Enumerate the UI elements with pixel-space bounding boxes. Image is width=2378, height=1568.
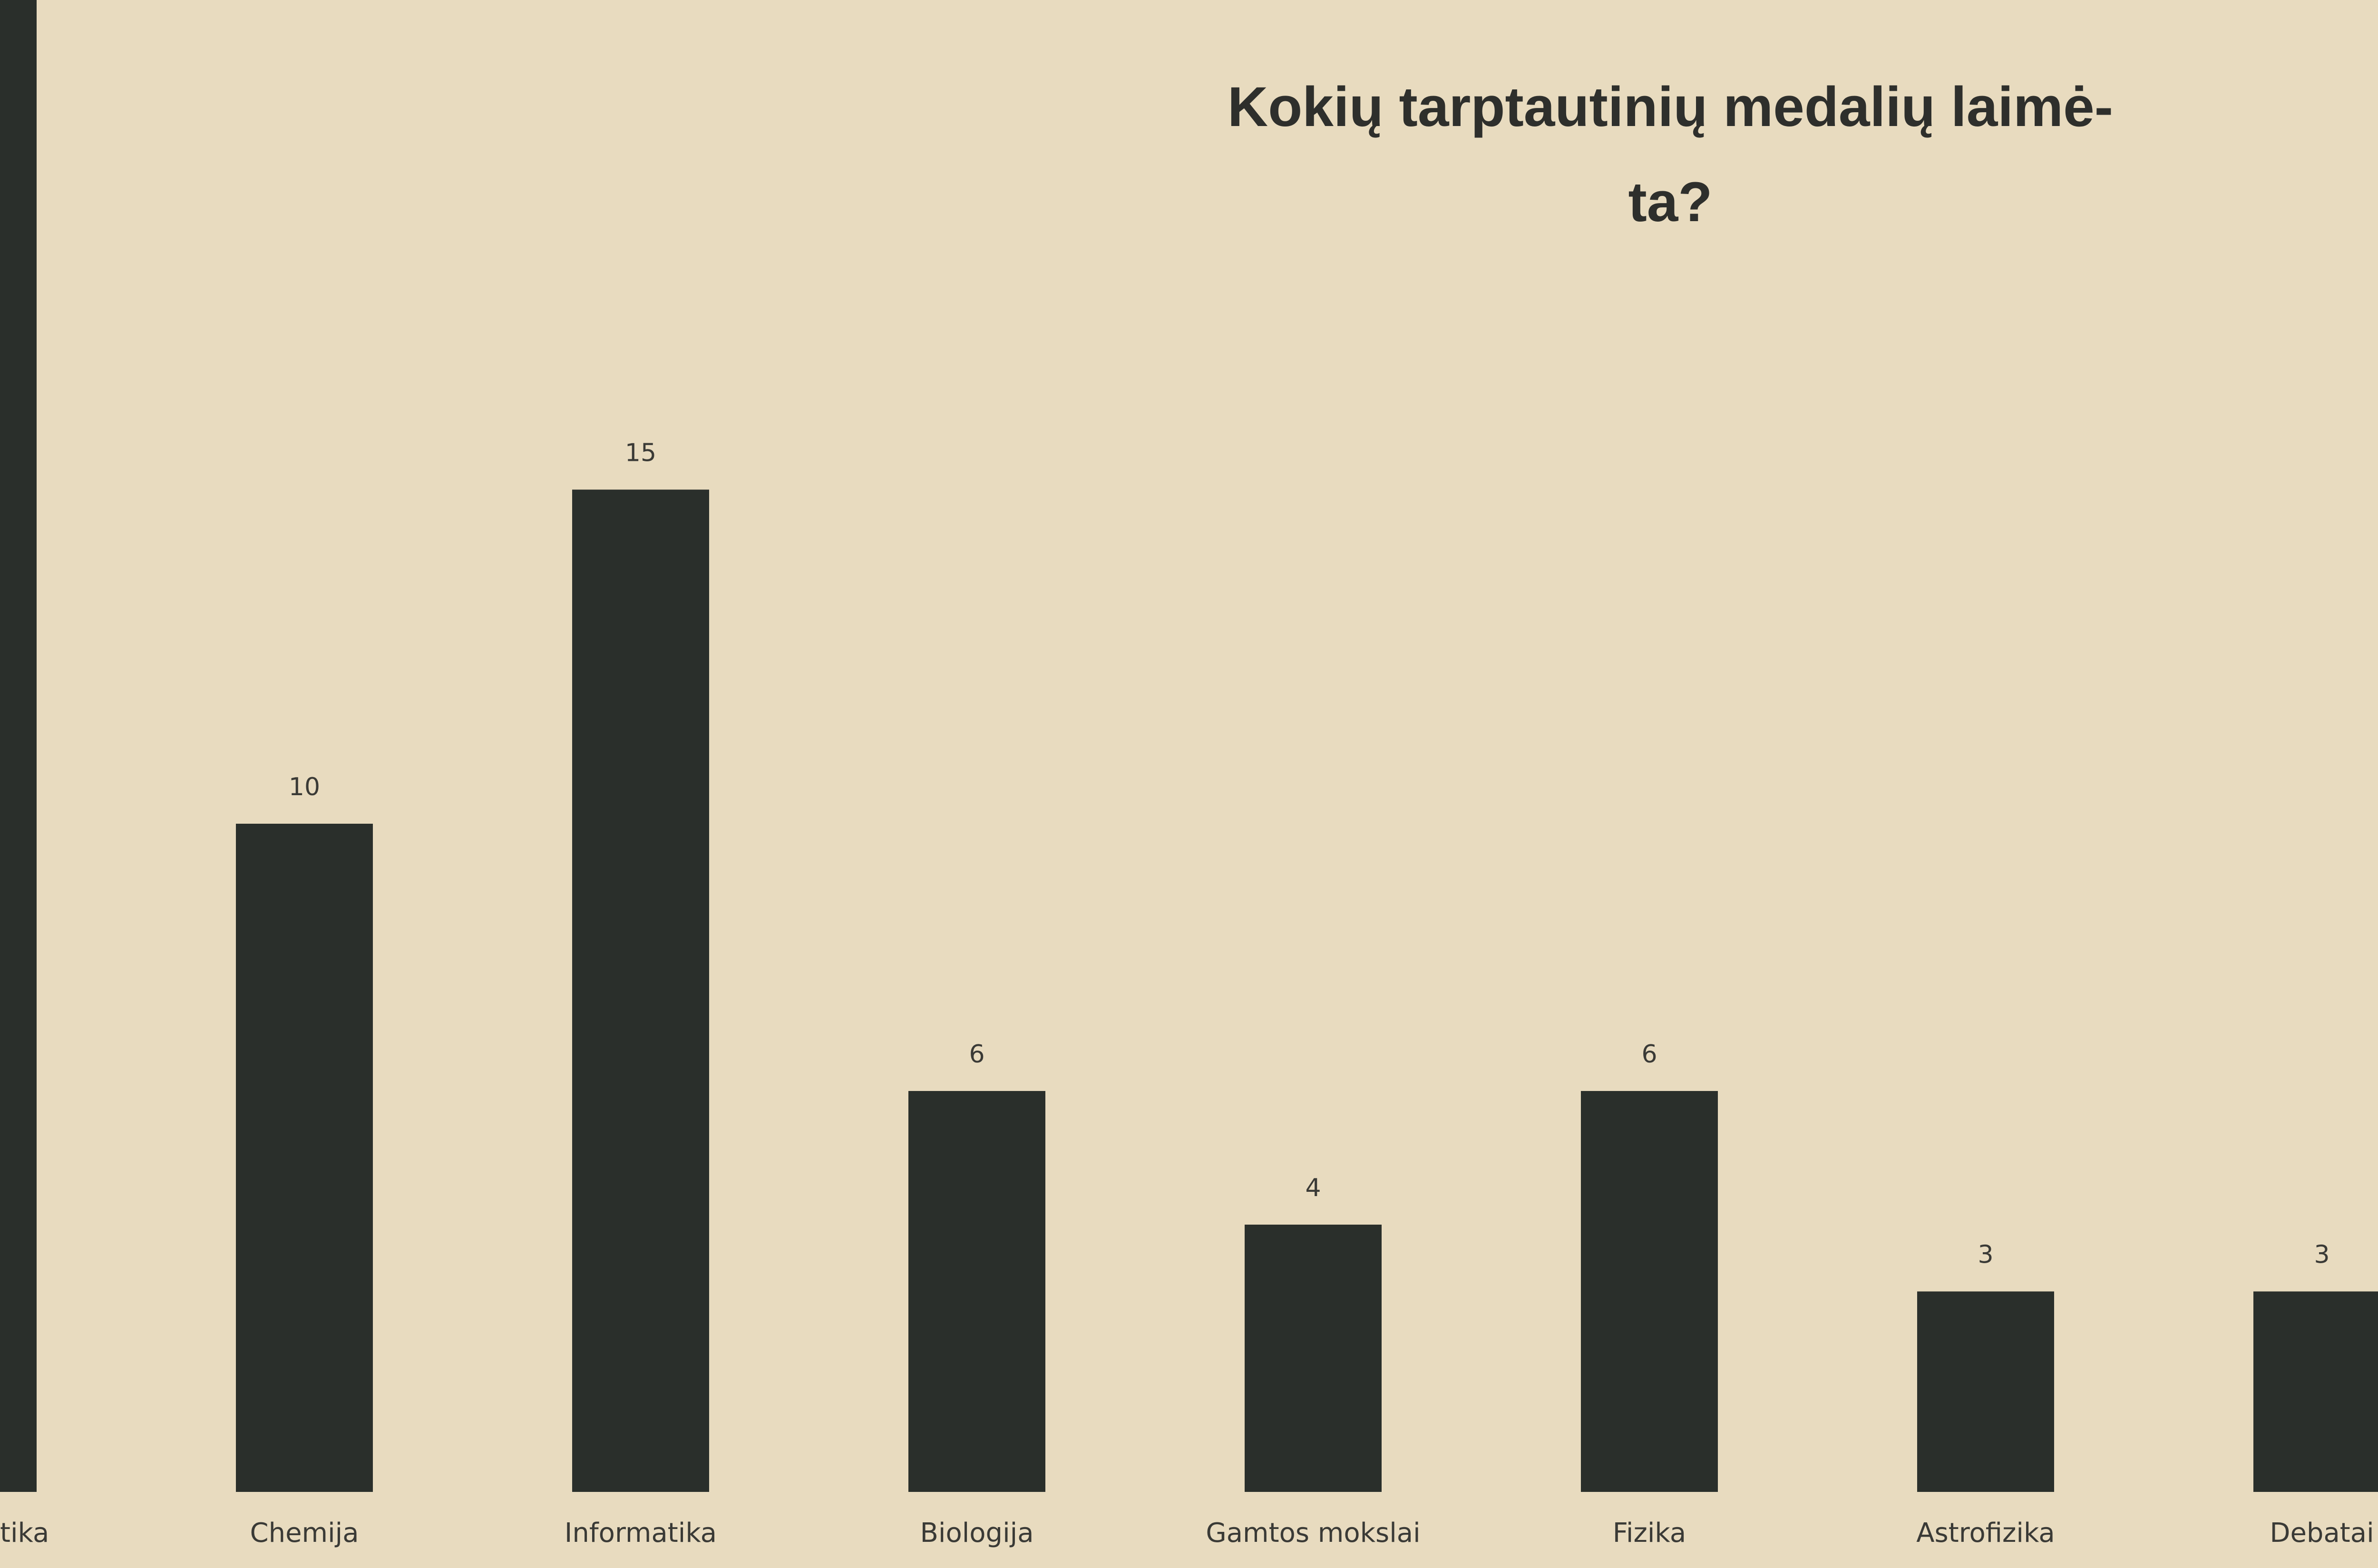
bar <box>572 489 709 1492</box>
value-label: 6 <box>1641 1040 1657 1069</box>
x-tick-label: Astrofizika <box>1916 1518 2055 1549</box>
x-tick-label: Informatika <box>565 1518 717 1549</box>
bar <box>1245 1225 1382 1492</box>
bar <box>1581 1091 1718 1492</box>
bar <box>0 0 37 1492</box>
bar <box>908 1091 1045 1492</box>
value-label: 10 <box>289 773 320 801</box>
value-label: 15 <box>625 439 656 467</box>
x-tick-label: Debatai <box>2270 1518 2374 1549</box>
bar <box>236 824 373 1492</box>
value-label: 6 <box>969 1040 984 1069</box>
x-tick-label: Gamtos mokslai <box>1206 1518 1420 1549</box>
bar <box>2253 1291 2378 1492</box>
x-tick-label: Biologija <box>920 1518 1033 1549</box>
x-tick-label: Fizika <box>1613 1518 1686 1549</box>
value-label: 3 <box>1978 1241 1993 1269</box>
value-label: 3 <box>2314 1241 2329 1269</box>
value-label: 4 <box>1305 1174 1321 1202</box>
x-tick-label: tika <box>0 1518 49 1549</box>
chart-title: Kokių tarptautinių medalių laimė- <box>1228 76 2113 138</box>
bar <box>1917 1291 2054 1492</box>
chart-title: ta? <box>1628 171 1713 234</box>
x-tick-label: Chemija <box>250 1518 359 1549</box>
